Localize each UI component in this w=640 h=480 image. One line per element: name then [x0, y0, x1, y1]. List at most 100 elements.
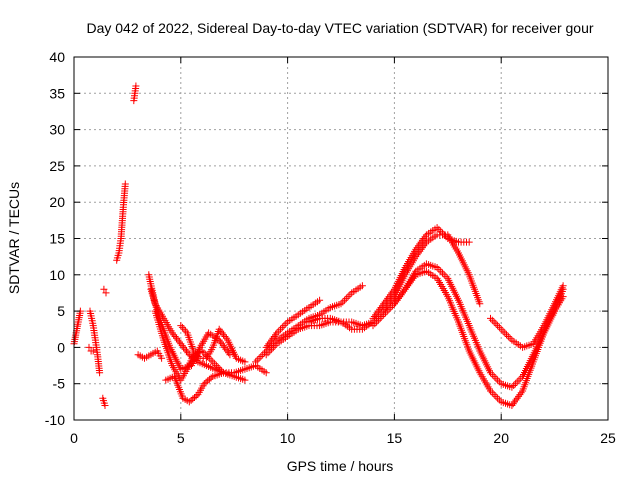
data-point — [121, 180, 129, 188]
y-tick-label: 35 — [49, 85, 65, 101]
data-point — [374, 316, 382, 324]
data-point — [85, 343, 93, 351]
data-point — [495, 378, 503, 386]
data-point — [257, 353, 265, 360]
data-point — [268, 345, 276, 353]
data-point — [416, 247, 424, 255]
series-track-02 — [86, 307, 104, 377]
data-point — [341, 296, 349, 304]
y-tick-label: 40 — [49, 49, 65, 65]
data-point — [492, 320, 500, 328]
x-axis-label: GPS time / hours — [287, 458, 394, 474]
data-point — [272, 331, 280, 339]
data-point — [215, 325, 223, 333]
data-point — [442, 273, 450, 281]
y-tick-label: 10 — [49, 267, 65, 283]
y-tick-label: 25 — [49, 158, 65, 174]
data-point — [158, 354, 166, 362]
data-point — [487, 369, 494, 377]
data-point — [177, 340, 185, 348]
data-point — [178, 342, 186, 350]
data-point — [393, 296, 401, 304]
data-point — [191, 394, 198, 401]
data-point — [271, 342, 279, 350]
data-point — [262, 369, 270, 377]
y-axis-label: SDTVAR / TECUs — [6, 182, 22, 294]
data-point — [506, 334, 514, 342]
data-points — [70, 82, 567, 409]
data-point — [402, 284, 410, 291]
data-point — [264, 342, 272, 350]
x-tick-label: 0 — [70, 430, 78, 446]
data-point — [488, 389, 496, 397]
data-point — [435, 225, 443, 233]
data-point — [494, 322, 502, 330]
data-point — [437, 267, 445, 275]
data-point — [487, 387, 494, 395]
data-point — [171, 333, 179, 340]
data-point — [465, 238, 473, 246]
data-point — [280, 322, 288, 330]
data-point — [266, 347, 274, 355]
data-point — [440, 271, 448, 279]
data-point — [435, 265, 443, 273]
data-point — [185, 398, 193, 406]
data-point — [218, 340, 226, 348]
data-point — [189, 395, 197, 403]
data-point — [559, 282, 567, 290]
data-point — [89, 347, 97, 355]
data-point — [501, 329, 509, 337]
series-track-12 — [162, 369, 249, 406]
data-point — [222, 334, 230, 342]
data-point — [421, 240, 429, 248]
y-tick-label: -10 — [45, 412, 65, 428]
data-point — [170, 331, 178, 339]
y-tick-label: -5 — [53, 376, 66, 392]
data-point — [207, 356, 215, 364]
data-point — [400, 287, 408, 295]
data-point — [494, 376, 502, 384]
data-point — [405, 280, 413, 288]
x-tick-label: 5 — [177, 430, 185, 446]
chart-title: Day 042 of 2022, Sidereal Day-to-day VTE… — [86, 20, 593, 36]
data-point — [394, 294, 402, 302]
data-point — [390, 300, 398, 308]
series-track-05 — [100, 285, 110, 297]
data-point — [383, 307, 391, 315]
data-point — [396, 293, 404, 301]
data-point — [512, 396, 520, 404]
data-point — [417, 245, 425, 253]
data-point — [439, 269, 446, 277]
data-point — [198, 347, 206, 355]
data-point — [187, 396, 195, 404]
data-point — [222, 345, 230, 353]
data-point — [378, 313, 386, 320]
data-point — [205, 375, 213, 383]
data-point — [401, 285, 409, 293]
y-tick-label: 15 — [49, 231, 65, 247]
data-point — [102, 289, 110, 297]
data-point — [382, 309, 389, 317]
x-tick-label: 10 — [280, 430, 296, 446]
y-tick-label: 5 — [57, 303, 65, 319]
data-point — [344, 293, 352, 301]
data-point — [252, 358, 260, 366]
data-point — [192, 392, 200, 400]
data-point — [487, 314, 494, 322]
data-point — [194, 353, 202, 360]
data-point — [173, 334, 180, 342]
data-point — [404, 282, 412, 290]
data-point — [100, 285, 108, 293]
data-point — [217, 338, 225, 346]
data-point — [221, 333, 229, 340]
data-point — [212, 362, 220, 370]
data-point — [510, 382, 518, 389]
data-point — [220, 331, 227, 339]
data-point — [182, 327, 190, 335]
data-point — [517, 389, 525, 397]
data-point — [180, 325, 188, 333]
data-point — [241, 358, 249, 366]
data-point — [221, 343, 229, 351]
data-point — [264, 349, 272, 357]
y-tick-label: 20 — [49, 194, 65, 210]
